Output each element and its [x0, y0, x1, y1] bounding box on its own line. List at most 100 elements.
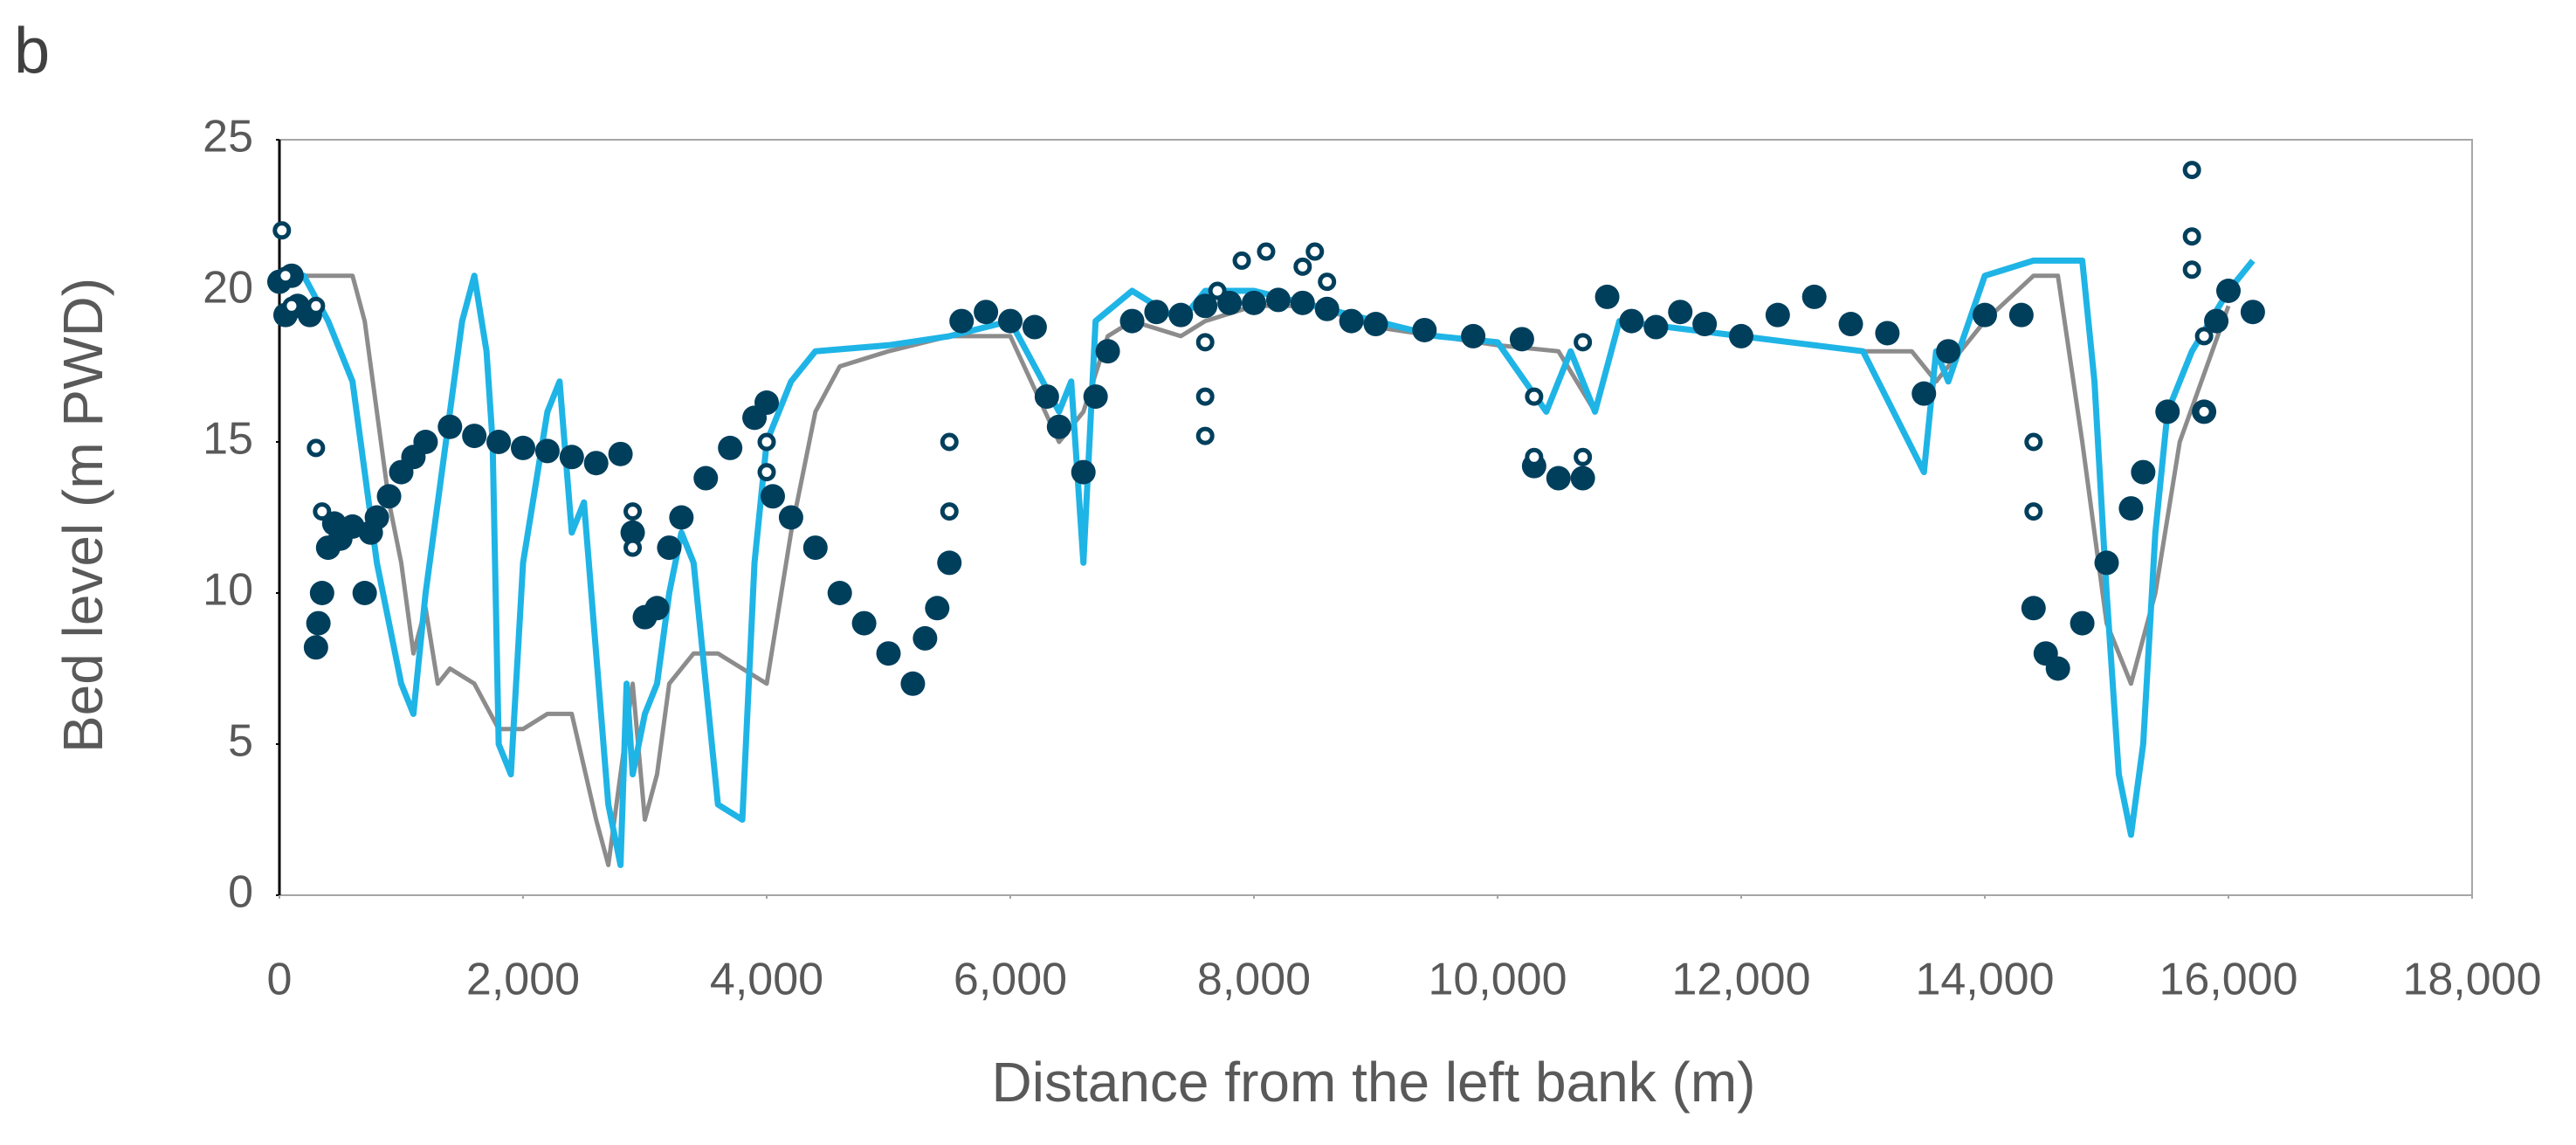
- data-point: [2021, 596, 2046, 621]
- data-point: [303, 635, 328, 660]
- data-point: [1242, 290, 1266, 315]
- data-point: [307, 296, 326, 315]
- data-point: [1801, 284, 1827, 309]
- data-point: [511, 435, 535, 460]
- data-point: [925, 596, 950, 621]
- data-point: [1875, 321, 1900, 346]
- data-point: [669, 505, 694, 530]
- data-point: [1668, 300, 1693, 325]
- data-point: [2094, 550, 2119, 576]
- x-tick-label: 0: [267, 955, 293, 1005]
- x-tick-label: 18,000: [2402, 955, 2541, 1005]
- data-point: [974, 300, 999, 325]
- data-point: [1936, 339, 1961, 364]
- data-point: [1144, 300, 1169, 325]
- data-point: [657, 535, 682, 561]
- data-point: [1208, 281, 1227, 300]
- data-point: [2204, 308, 2229, 334]
- data-point: [827, 581, 852, 605]
- data-point: [413, 430, 438, 454]
- data-point: [1570, 466, 1595, 491]
- data-point: [1509, 327, 1534, 352]
- data-point: [2024, 502, 2043, 521]
- data-point: [937, 550, 962, 576]
- series-line: [279, 257, 2256, 868]
- data-point: [1022, 314, 1047, 340]
- y-tick-label: 25: [203, 112, 253, 162]
- data-point: [1083, 384, 1108, 410]
- data-point: [644, 596, 670, 621]
- x-axis-title: Distance from the left bank (m): [992, 1051, 1756, 1114]
- data-point: [1765, 302, 1790, 328]
- data-point: [900, 671, 926, 696]
- data-point: [276, 266, 295, 286]
- data-point: [757, 432, 776, 452]
- x-tick-label: 14,000: [1915, 955, 2054, 1005]
- data-point: [583, 451, 609, 476]
- data-point: [1363, 312, 1388, 337]
- data-point: [282, 296, 301, 315]
- data-point: [376, 484, 402, 509]
- data-point: [1643, 314, 1669, 340]
- data-point: [1195, 333, 1215, 352]
- data-point: [1195, 426, 1215, 445]
- data-point: [802, 535, 828, 561]
- data-point: [1168, 302, 1194, 328]
- data-point: [534, 438, 560, 464]
- data-point: [2070, 610, 2095, 636]
- x-tick-label: 2,000: [466, 955, 580, 1005]
- data-point: [913, 625, 938, 651]
- data-point: [364, 505, 389, 530]
- data-point: [2008, 302, 2034, 328]
- data-point: [1973, 302, 1997, 328]
- data-point: [1318, 272, 1337, 292]
- data-point: [1525, 387, 1544, 406]
- data-point: [1314, 296, 1340, 321]
- data-point: [693, 466, 719, 491]
- y-tick-label: 5: [228, 716, 253, 767]
- data-point: [1071, 459, 1096, 485]
- data-point: [760, 484, 785, 509]
- y-tick-label: 10: [203, 565, 253, 616]
- data-point: [272, 221, 292, 240]
- panel-label: b: [14, 15, 50, 87]
- data-point: [2182, 260, 2201, 279]
- data-point: [620, 520, 645, 545]
- data-point: [940, 432, 959, 452]
- data-point: [2024, 432, 2043, 452]
- y-tick-label: 0: [228, 867, 253, 918]
- data-point: [1412, 317, 1437, 342]
- x-tick-label: 6,000: [954, 955, 1067, 1005]
- data-point: [307, 438, 326, 458]
- data-point: [1293, 257, 1312, 276]
- data-point: [876, 641, 901, 666]
- data-point: [754, 390, 779, 416]
- data-point: [998, 308, 1023, 334]
- data-point: [2194, 402, 2214, 421]
- data-point: [940, 502, 959, 521]
- data-point: [949, 308, 975, 334]
- data-point: [1619, 308, 1644, 334]
- x-tick-label: 10,000: [1428, 955, 1567, 1005]
- data-point: [306, 610, 331, 636]
- x-tick-label: 8,000: [1197, 955, 1311, 1005]
- y-tick-label: 20: [203, 263, 253, 314]
- data-point: [608, 441, 633, 466]
- data-point: [851, 610, 877, 636]
- data-point: [1574, 447, 1593, 466]
- data-point: [623, 538, 643, 557]
- data-point: [1034, 384, 1059, 410]
- data-point: [1574, 333, 1593, 352]
- series-line: [279, 273, 2231, 867]
- data-point: [2216, 279, 2241, 303]
- data-point: [2240, 300, 2265, 325]
- data-point: [718, 435, 743, 460]
- data-point: [757, 463, 776, 482]
- data-point: [1692, 312, 1718, 337]
- data-point: [1729, 323, 1753, 348]
- data-point: [1193, 293, 1218, 319]
- data-point: [1095, 339, 1120, 364]
- y-tick-label: 15: [203, 414, 253, 465]
- data-point: [309, 581, 334, 605]
- data-point: [2194, 327, 2214, 346]
